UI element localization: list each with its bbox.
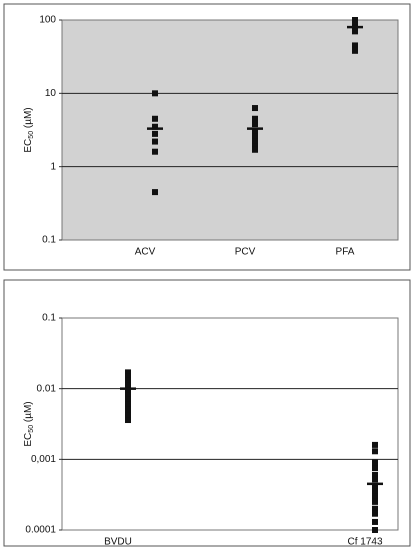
- data-point: [152, 148, 158, 155]
- x-tick-label: PCV: [235, 247, 256, 258]
- data-point: [372, 498, 378, 505]
- data-point: [372, 448, 378, 455]
- x-tick-label: BVDU: [104, 537, 132, 548]
- data-point: [152, 189, 158, 196]
- data-point: [152, 138, 158, 145]
- data-point: [372, 518, 378, 525]
- data-point: [252, 143, 258, 150]
- y-axis-label-part: 50: [28, 131, 35, 139]
- panel-frame: [3, 279, 411, 547]
- data-point: [252, 133, 258, 140]
- y-axis-label: EC50 (µM): [23, 401, 35, 446]
- data-point: [372, 527, 378, 533]
- y-tick-label: 0.1: [42, 313, 56, 324]
- y-tick-label: 0.0001: [25, 525, 56, 536]
- data-point: [152, 130, 158, 137]
- data-point: [372, 472, 378, 479]
- plot-area: [61, 19, 399, 241]
- data-point: [252, 138, 258, 145]
- data-point: [372, 510, 378, 517]
- data-point: [152, 115, 158, 122]
- data-point: [125, 388, 131, 395]
- data-point: [372, 465, 378, 472]
- panel-frame: [3, 3, 411, 271]
- data-point: [125, 406, 131, 413]
- x-tick-label: ACV: [135, 247, 156, 258]
- data-point: [372, 441, 378, 448]
- x-tick-label: Cf 1743: [347, 537, 382, 548]
- data-point: [372, 505, 378, 512]
- data-point: [125, 417, 131, 424]
- data-point: [152, 123, 158, 130]
- y-tick-label: 0.01: [37, 383, 57, 394]
- data-point: [125, 396, 131, 403]
- plot-area: [61, 317, 399, 531]
- data-point: [125, 373, 131, 380]
- data-point: [352, 18, 358, 25]
- data-point: [125, 401, 131, 408]
- data-point: [372, 476, 378, 483]
- data-point: [352, 42, 358, 49]
- data-point: [372, 488, 378, 495]
- data-point: [152, 90, 158, 97]
- data-point: [252, 105, 258, 112]
- data-point: [125, 412, 131, 419]
- y-axis-label: EC50 (µM): [23, 107, 35, 152]
- y-tick-label: 100: [39, 15, 56, 26]
- data-point: [352, 28, 358, 35]
- data-point: [252, 128, 258, 135]
- y-tick-label: 10: [45, 88, 57, 99]
- y-axis-label-part: (µM): [23, 107, 34, 131]
- data-point: [372, 484, 378, 491]
- y-tick-label: 0.1: [42, 235, 56, 246]
- data-point: [252, 121, 258, 128]
- y-tick-label: 1: [50, 161, 56, 172]
- data-point: [252, 146, 258, 153]
- data-point: [125, 382, 131, 389]
- data-point: [352, 47, 358, 54]
- y-axis-label-part: (µM): [23, 401, 34, 425]
- data-point: [252, 115, 258, 122]
- y-axis-label-part: EC: [23, 139, 34, 153]
- data-point: [372, 493, 378, 500]
- data-point: [125, 369, 131, 376]
- x-tick-label: PFA: [336, 247, 355, 258]
- y-tick-label: 0,001: [31, 454, 56, 465]
- y-axis-label-part: 50: [28, 425, 35, 433]
- y-axis-label-part: EC: [23, 433, 34, 447]
- data-point: [372, 459, 378, 466]
- data-point: [125, 392, 131, 399]
